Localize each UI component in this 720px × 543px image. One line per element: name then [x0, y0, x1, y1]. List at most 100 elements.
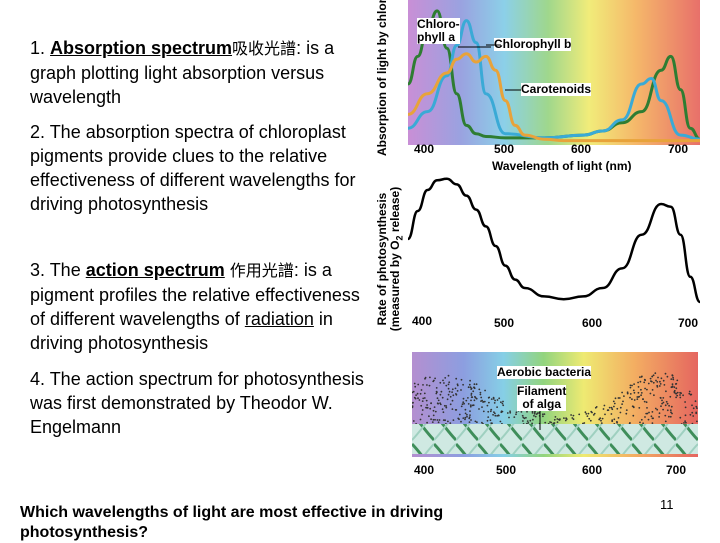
bacterium-dot — [426, 404, 428, 406]
bacterium-dot — [619, 411, 622, 414]
bacterium-dot — [433, 379, 435, 382]
bacterium-dot — [621, 403, 623, 405]
bacterium-dot — [496, 406, 498, 408]
bacterium-dot — [682, 394, 684, 397]
label-chlorophyll-a: Chloro- phyll a — [417, 18, 460, 44]
label-filament: Filament of alga — [517, 385, 567, 411]
bacterium-dot — [493, 402, 496, 404]
bacterium-dot — [469, 405, 472, 408]
bacterium-dot — [535, 413, 538, 415]
bacterium-dot — [602, 408, 605, 410]
abs-xlabel: Wavelength of light (nm) — [492, 159, 632, 173]
bacterium-dot — [563, 417, 565, 419]
bacterium-dot — [494, 412, 496, 415]
bacterium-dot — [669, 395, 672, 398]
bacterium-dot — [688, 390, 691, 393]
bacterium-dot — [695, 405, 698, 408]
bacterium-dot — [671, 412, 673, 415]
p1-cjk: 吸收光譜 — [232, 39, 297, 58]
bacterium-dot — [464, 418, 466, 421]
bacterium-dot — [412, 420, 415, 422]
bacterium-dot — [658, 412, 661, 415]
bacterium-dot — [481, 399, 483, 402]
bacterium-dot — [589, 419, 592, 422]
page-number: 11 — [660, 497, 674, 512]
bacterium-dot — [446, 398, 449, 401]
bacterium-dot — [669, 415, 672, 418]
bacterium-dot — [469, 410, 471, 412]
bacteria-dots — [412, 372, 698, 425]
bacterium-dot — [533, 414, 535, 417]
bacterium-dot — [656, 384, 659, 387]
paragraph-4: 4. The action spectrum for photosynthesi… — [30, 367, 375, 439]
bacterium-dot — [651, 411, 654, 413]
bacterium-dot — [455, 393, 458, 396]
bacterium-dot — [473, 387, 476, 390]
bacterium-dot — [474, 396, 477, 399]
series-carotenoids — [408, 52, 700, 143]
bacterium-dot — [429, 376, 431, 379]
label-filament-line2: of alga — [522, 397, 561, 411]
bacterium-dot — [691, 404, 693, 407]
bacterium-dot — [640, 418, 643, 421]
bacterium-dot — [467, 397, 469, 399]
action-plot-area — [408, 172, 700, 320]
bacterium-dot — [647, 418, 650, 421]
bacterium-dot — [607, 409, 610, 411]
bacterium-dot — [647, 382, 650, 385]
bacterium-dot — [496, 399, 499, 401]
bacterium-dot — [651, 422, 654, 424]
label-chlorophyll-b: Chlorophyll b — [494, 37, 572, 51]
bacterium-dot — [426, 421, 428, 424]
bacterium-dot — [657, 376, 659, 379]
bacterium-dot — [451, 408, 454, 410]
bacterium-dot — [416, 392, 419, 395]
bacterium-dot — [479, 391, 482, 394]
series-chlorophyll-a — [408, 9, 701, 141]
bacterium-dot — [460, 405, 463, 408]
algal-filament — [412, 424, 698, 454]
bacterium-dot — [670, 411, 672, 414]
bacterium-dot — [653, 394, 655, 397]
bacterium-dot — [654, 407, 657, 410]
bacterium-dot — [443, 404, 446, 407]
bacterium-dot — [445, 405, 448, 407]
bacterium-dot — [670, 378, 673, 380]
bacterium-dot — [473, 399, 476, 402]
bacterium-dot — [419, 418, 422, 421]
label-aerobic-bacteria: Aerobic bacteria — [497, 365, 592, 379]
bacterium-dot — [449, 403, 452, 406]
act-tick-700: 700 — [678, 316, 699, 330]
bacterium-dot — [665, 400, 668, 403]
bacterium-dot — [471, 404, 474, 407]
bacterium-dot — [666, 375, 669, 378]
bacterium-dot — [613, 402, 616, 405]
bacterium-dot — [642, 398, 644, 401]
bacterium-dot — [661, 402, 663, 405]
bacterium-dot — [442, 411, 445, 414]
bacterium-dot — [412, 401, 414, 404]
bacterium-dot — [631, 405, 634, 408]
bacterium-dot — [660, 405, 662, 408]
bacterium-dot — [640, 394, 642, 397]
bacterium-dot — [613, 405, 615, 408]
bacterium-dot — [417, 383, 420, 386]
bacterium-dot — [685, 421, 687, 424]
bacterium-dot — [637, 381, 639, 384]
label-chl-a-line1: Chloro- — [417, 17, 460, 31]
bacterium-dot — [470, 419, 472, 421]
p3-post: in driving photosynthesis — [30, 309, 333, 353]
bacterium-dot — [498, 397, 501, 400]
bacterium-dot — [591, 411, 593, 414]
bacterium-dot — [671, 374, 674, 377]
bacterium-dot — [651, 389, 654, 391]
abs-label-leaders — [458, 44, 521, 91]
bacterium-dot — [675, 382, 678, 385]
bacterium-dot — [550, 421, 553, 424]
bacterium-dot — [486, 404, 489, 407]
p4-text: 4. The action spectrum for photosynthesi… — [30, 369, 364, 437]
bacterium-dot — [658, 385, 661, 387]
paragraph-2: 2. The absorption spectra of chloroplast… — [30, 120, 375, 216]
bacterium-dot — [434, 418, 436, 421]
bacterium-dot — [438, 419, 441, 421]
